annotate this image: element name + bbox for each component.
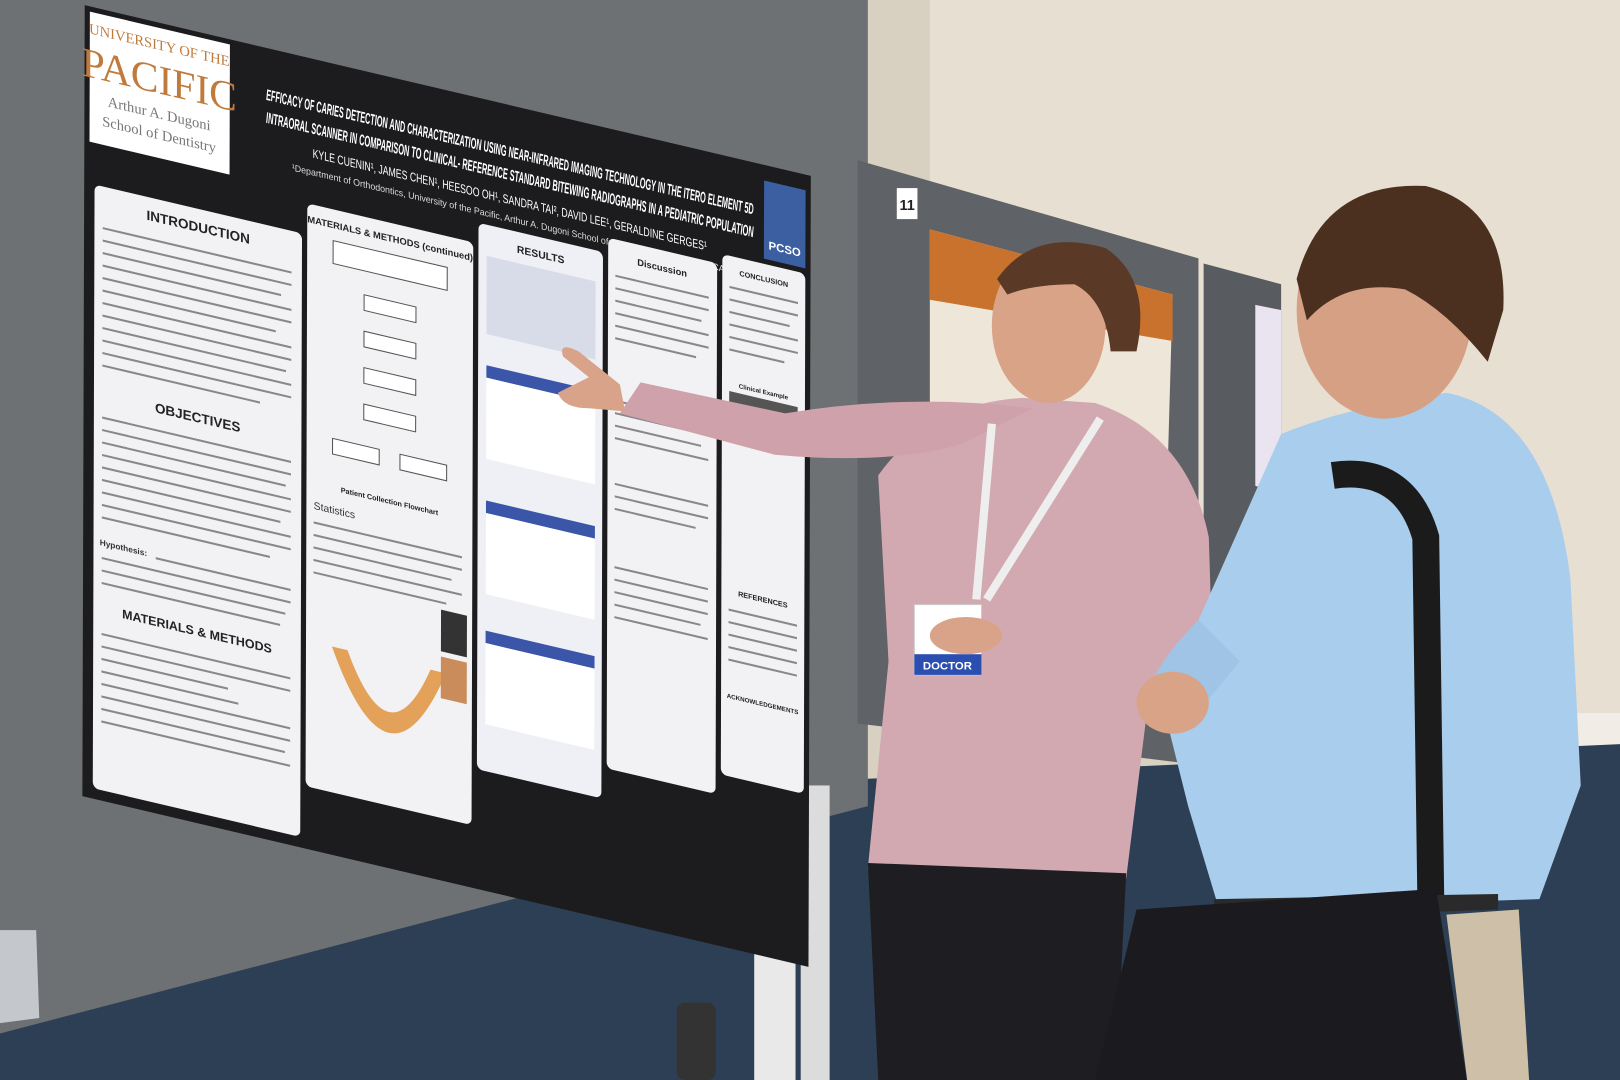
presenter-trousers — [867, 862, 1127, 1080]
dental-scan — [331, 646, 447, 734]
bag-strap — [1330, 460, 1445, 910]
presenter-hand — [557, 347, 626, 412]
logo-box — [89, 11, 230, 175]
cup — [0, 930, 40, 1024]
sponsor-logo — [763, 180, 806, 269]
messenger-bag — [1095, 888, 1468, 1080]
radiograph — [440, 609, 467, 658]
flowchart — [331, 239, 448, 482]
visitor-shirt — [1165, 392, 1581, 910]
presenter-arm — [619, 382, 1034, 459]
photo-inset — [440, 656, 467, 705]
board-number: 11 — [899, 198, 914, 214]
results-table — [485, 512, 595, 620]
results-table — [485, 643, 595, 750]
results-table — [486, 377, 596, 485]
board-number-tag — [896, 188, 918, 220]
results-table — [486, 255, 596, 360]
neighbor-poster-2 — [1255, 304, 1282, 497]
lanyard — [972, 416, 1104, 602]
visitor-hair — [1296, 185, 1504, 362]
panel-introduction — [92, 185, 303, 836]
table-header — [485, 630, 595, 669]
badge-band — [914, 654, 982, 675]
water-bottle — [676, 1002, 716, 1080]
badge-label: DOCTOR — [923, 661, 972, 673]
text-lines — [101, 227, 798, 767]
table-header — [485, 500, 595, 539]
panel-conclusion — [720, 255, 806, 793]
presenter-hair — [997, 242, 1141, 352]
visitor-trousers — [1446, 909, 1530, 1080]
panel-discussion — [606, 238, 718, 793]
presenter-shirt — [867, 397, 1214, 879]
presenter-left-hand — [929, 616, 1003, 655]
visitor-hand — [1136, 671, 1209, 734]
